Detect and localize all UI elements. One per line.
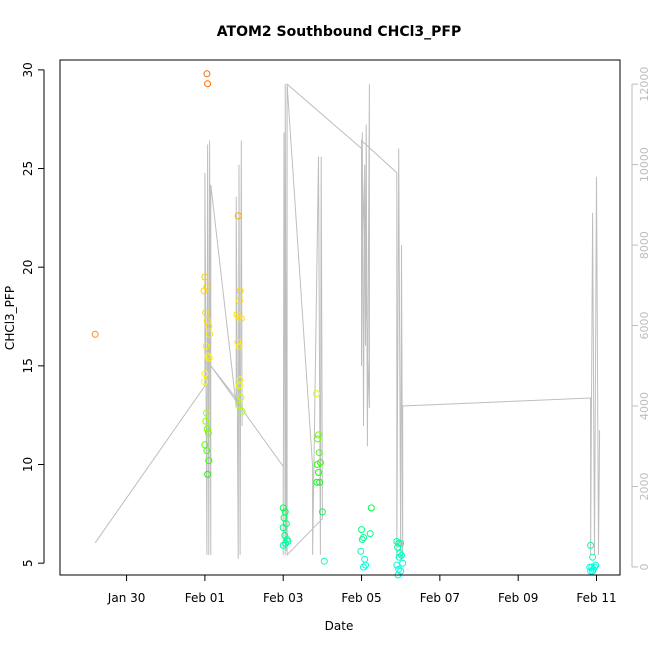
- y-axis-label: CHCl3_PFP: [3, 286, 17, 350]
- left-tick-label: 25: [21, 161, 35, 176]
- plot-box: [59, 59, 621, 576]
- left-tick-label: 5: [21, 559, 35, 567]
- data-point: [366, 530, 374, 538]
- data-point: [206, 330, 214, 338]
- data-point: [313, 390, 320, 397]
- right-tick-label: 6000: [638, 312, 650, 340]
- data-point: [587, 567, 595, 575]
- altitude-line: [94, 83, 601, 559]
- bottom-tick-label: Feb 05: [341, 591, 381, 605]
- bottom-tick-label: Feb 09: [498, 591, 538, 605]
- data-point: [235, 342, 243, 350]
- data-point: [201, 273, 209, 281]
- data-point: [592, 561, 600, 569]
- data-point: [238, 407, 246, 415]
- right-tick-label: 8000: [638, 231, 650, 259]
- left-tick-label: 15: [21, 358, 35, 373]
- data-point: [358, 526, 365, 534]
- data-point: [394, 543, 402, 551]
- data-point: [233, 311, 241, 318]
- data-point: [587, 541, 595, 549]
- right-tick-label: 12000: [638, 67, 650, 102]
- data-point: [358, 536, 366, 543]
- data-point: [396, 549, 404, 557]
- data-point: [313, 461, 321, 468]
- data-point: [589, 553, 597, 561]
- data-point: [399, 559, 407, 567]
- data-point: [315, 431, 322, 439]
- data-point: [279, 524, 287, 532]
- data-point: [204, 80, 212, 88]
- data-point: [279, 541, 287, 549]
- right-tick-label: 4000: [638, 392, 650, 420]
- data-point: [315, 449, 323, 457]
- data-point: [201, 441, 209, 449]
- data-point: [201, 378, 208, 386]
- data-point: [91, 330, 99, 338]
- right-tick-label: 0: [638, 564, 650, 571]
- bottom-tick-label: Feb 01: [185, 591, 225, 605]
- x-axis-label: Date: [325, 619, 354, 633]
- data-point: [203, 425, 211, 433]
- data-point: [236, 287, 244, 295]
- data-point: [204, 429, 212, 437]
- data-point: [205, 354, 213, 362]
- left-axis: 5 10 15 20 25 30: [21, 62, 45, 567]
- data-point: [393, 561, 401, 569]
- altitude-series-line: [94, 83, 601, 559]
- data-point: [201, 370, 209, 378]
- data-point: [205, 322, 213, 330]
- data-point: [588, 563, 596, 571]
- data-point: [360, 563, 367, 571]
- bottom-axis: Jan 30 Feb 01 Feb 03 Feb 05 Feb 07 Feb 09 Feb …: [107, 574, 617, 605]
- data-point: [234, 212, 242, 220]
- data-point: [202, 417, 210, 425]
- right-tick-label: 10000: [638, 147, 650, 182]
- bottom-tick-label: Feb 03: [263, 591, 303, 605]
- data-point: [320, 557, 328, 565]
- data-point: [200, 287, 208, 295]
- data-point: [203, 70, 211, 78]
- data-point: [235, 297, 243, 305]
- bottom-tick-label: Feb 07: [420, 591, 460, 605]
- data-point: [284, 538, 292, 545]
- bottom-tick-label: Feb 11: [576, 591, 616, 605]
- data-point: [237, 393, 245, 401]
- data-point: [204, 470, 212, 478]
- data-point: [279, 504, 287, 512]
- data-point: [280, 514, 288, 522]
- data-point: [203, 409, 210, 417]
- data-point: [589, 567, 597, 575]
- data-point: [313, 478, 321, 486]
- left-tick-label: 20: [21, 260, 35, 275]
- data-point: [205, 457, 213, 465]
- data-point: [318, 508, 326, 516]
- data-point: [367, 504, 375, 512]
- data-point: [235, 382, 243, 390]
- data-point: [281, 532, 289, 539]
- data-point: [395, 553, 403, 561]
- data-point: [395, 539, 403, 547]
- data-point: [237, 315, 245, 322]
- data-point: [203, 447, 211, 455]
- data-point: [202, 342, 210, 350]
- bottom-tick-label: Jan 30: [107, 591, 146, 605]
- right-tick-label: 2000: [638, 473, 650, 501]
- data-point: [314, 435, 322, 443]
- data-point: [315, 468, 322, 476]
- chart-title: ATOM2 Southbound CHCl3_PFP: [217, 24, 461, 40]
- right-axis: 0 2000 4000 6000 8000 10000 12000: [631, 67, 650, 571]
- data-point: [234, 338, 242, 346]
- data-point: [357, 547, 365, 555]
- data-point: [362, 561, 369, 569]
- data-point: [316, 478, 324, 486]
- data-point: [235, 401, 243, 409]
- left-tick-label: 10: [21, 457, 35, 472]
- data-point: [202, 309, 210, 317]
- data-points: [91, 70, 600, 579]
- left-tick-label: 30: [21, 62, 35, 77]
- data-point: [361, 555, 369, 563]
